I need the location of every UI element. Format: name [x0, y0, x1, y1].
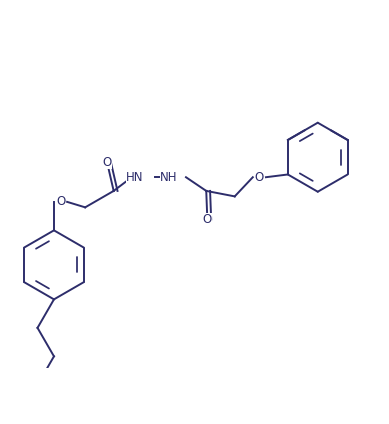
Text: O: O	[102, 156, 112, 169]
Text: HN: HN	[126, 171, 144, 184]
Text: O: O	[255, 171, 264, 184]
Text: O: O	[203, 213, 212, 226]
Text: NH: NH	[160, 171, 178, 184]
Text: O: O	[56, 195, 65, 208]
